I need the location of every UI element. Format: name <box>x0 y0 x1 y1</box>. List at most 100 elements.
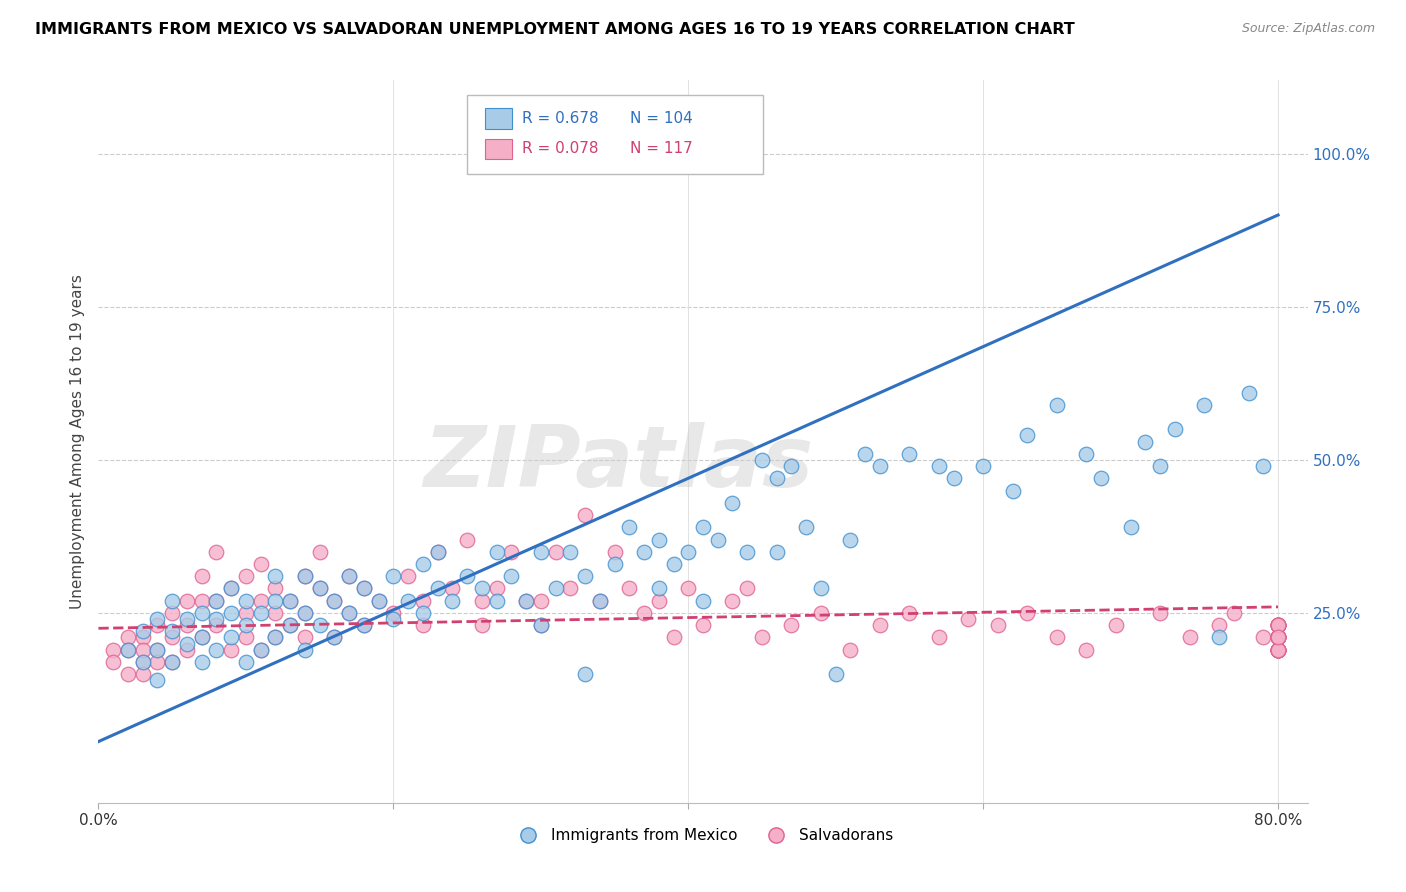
Point <box>264 606 287 620</box>
Point <box>190 593 212 607</box>
Point <box>235 593 257 607</box>
Point <box>264 631 287 645</box>
Text: R = 0.678: R = 0.678 <box>522 112 598 126</box>
Point <box>1223 606 1246 620</box>
Text: IMMIGRANTS FROM MEXICO VS SALVADORAN UNEMPLOYMENT AMONG AGES 16 TO 19 YEARS CORR: IMMIGRANTS FROM MEXICO VS SALVADORAN UNE… <box>35 22 1076 37</box>
Point <box>648 533 671 547</box>
Point <box>337 569 360 583</box>
Point <box>942 471 965 485</box>
Point <box>131 655 153 669</box>
Point <box>544 582 567 596</box>
Point <box>176 642 198 657</box>
Point <box>1017 606 1039 620</box>
Point <box>146 655 169 669</box>
Point <box>308 582 330 596</box>
Point <box>367 593 389 607</box>
Point <box>456 569 478 583</box>
Point <box>235 631 257 645</box>
Point <box>308 582 330 596</box>
Point <box>1208 631 1230 645</box>
Point <box>205 545 228 559</box>
Point <box>1267 631 1289 645</box>
Point <box>249 642 271 657</box>
Point <box>382 569 405 583</box>
Point <box>1076 642 1098 657</box>
Point <box>146 612 169 626</box>
Point <box>160 655 183 669</box>
Point <box>648 593 671 607</box>
Point <box>530 618 553 632</box>
Point <box>1267 631 1289 645</box>
Point <box>131 655 153 669</box>
Point <box>190 606 212 620</box>
Point <box>1076 447 1098 461</box>
Point <box>131 667 153 681</box>
Point <box>278 618 301 632</box>
Point <box>1267 642 1289 657</box>
Bar <box>485 139 512 159</box>
Point <box>619 520 641 534</box>
Point <box>471 593 494 607</box>
Point <box>839 642 862 657</box>
Point <box>765 545 787 559</box>
Point <box>662 631 685 645</box>
Text: N = 104: N = 104 <box>630 112 693 126</box>
Point <box>1164 422 1187 436</box>
Point <box>678 582 700 596</box>
Point <box>249 606 271 620</box>
Point <box>176 618 198 632</box>
Point <box>1267 642 1289 657</box>
Point <box>501 545 523 559</box>
Point <box>219 582 242 596</box>
Point <box>735 545 758 559</box>
Point <box>530 545 553 559</box>
Point <box>101 642 124 657</box>
Point <box>426 545 449 559</box>
Point <box>1267 642 1289 657</box>
Point <box>544 545 567 559</box>
Point <box>456 533 478 547</box>
Point <box>205 593 228 607</box>
Point <box>176 593 198 607</box>
Point <box>928 631 950 645</box>
Point <box>1267 631 1289 645</box>
Point <box>412 593 434 607</box>
Point <box>131 624 153 639</box>
Point <box>160 624 183 639</box>
Point <box>337 569 360 583</box>
Point <box>294 606 316 620</box>
Point <box>898 606 921 620</box>
Point <box>131 631 153 645</box>
Point <box>560 582 582 596</box>
Point <box>1253 631 1275 645</box>
Point <box>1267 618 1289 632</box>
Point <box>160 606 183 620</box>
Point <box>382 612 405 626</box>
Point <box>515 593 537 607</box>
Point <box>1267 631 1289 645</box>
Point <box>294 606 316 620</box>
Point <box>117 642 139 657</box>
Point <box>619 582 641 596</box>
Point <box>190 569 212 583</box>
Point <box>278 593 301 607</box>
Point <box>219 606 242 620</box>
Y-axis label: Unemployment Among Ages 16 to 19 years: Unemployment Among Ages 16 to 19 years <box>69 274 84 609</box>
Point <box>471 582 494 596</box>
Point <box>692 618 714 632</box>
Point <box>441 593 464 607</box>
Point <box>1046 631 1069 645</box>
Point <box>323 593 346 607</box>
Point <box>1001 483 1024 498</box>
Point <box>176 612 198 626</box>
Point <box>869 618 891 632</box>
Point <box>721 593 744 607</box>
Point <box>412 606 434 620</box>
Point <box>721 496 744 510</box>
Point <box>264 631 287 645</box>
Point <box>412 557 434 571</box>
Point <box>1267 642 1289 657</box>
Point <box>1208 618 1230 632</box>
Point <box>205 642 228 657</box>
Point <box>471 618 494 632</box>
